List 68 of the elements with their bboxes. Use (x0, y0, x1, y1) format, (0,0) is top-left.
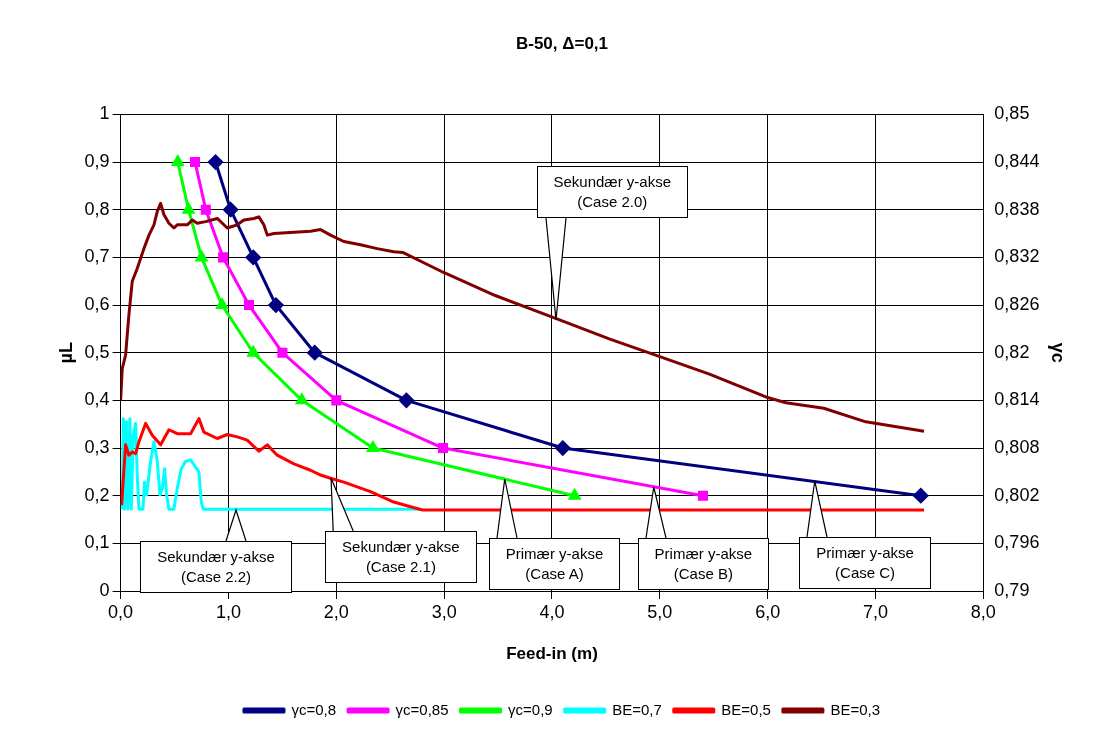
x-tick-label: 6,0 (755, 601, 781, 622)
annotation: Primær y-akse (Case B) (653, 543, 754, 584)
y2-tick-label: 0,832 (994, 246, 1040, 267)
legend-label: γc=0,9 (508, 700, 553, 718)
point (216, 298, 228, 310)
x-tick-label: 1,0 (215, 601, 241, 622)
point (190, 157, 201, 168)
y2-tick-label: 0,808 (994, 436, 1040, 457)
point (223, 202, 239, 218)
point (208, 154, 224, 170)
annotation: Sekundær y-akse (Case 2.2) (156, 546, 276, 587)
legend-label: γc=0,85 (395, 700, 449, 718)
y2-tick-label: 0,85 (994, 103, 1030, 124)
x-tick-label: 3,0 (431, 601, 457, 622)
point (171, 155, 184, 167)
annotation: Sekundær y-akse (Case 2.0) (552, 171, 673, 212)
y-tick-label: 0,2 (84, 484, 110, 505)
x-tick-label: 5,0 (647, 601, 673, 622)
x-tick-label: 0,0 (108, 601, 134, 622)
x-tick-label: 8,0 (970, 601, 996, 622)
y2-tick-label: 0,826 (994, 294, 1040, 315)
annotation: Sekundær y-akse (Case 2.1) (341, 537, 461, 578)
y2-tick-label: 0,79 (994, 579, 1030, 600)
y2-tick-label: 0,82 (994, 341, 1030, 362)
y-tick-label: 0,5 (84, 341, 110, 362)
y-tick-label: 0,3 (84, 436, 110, 457)
y-tick-label: 0,6 (84, 294, 110, 315)
legend-label: γc=0,8 (291, 700, 337, 718)
y2-tick-label: 0,838 (994, 198, 1040, 219)
point (331, 395, 342, 406)
y-tick-label: 0,1 (84, 532, 110, 553)
x-tick-label: 2,0 (323, 601, 349, 622)
point (295, 393, 308, 405)
legend-label: BE=0,7 (612, 700, 662, 718)
y-tick-label: 0 (99, 579, 110, 600)
legend-label: BE=0,3 (830, 700, 881, 718)
y2-tick-label: 0,844 (994, 151, 1040, 172)
x-tick-label: 4,0 (539, 601, 565, 622)
y-tick-label: 0,7 (84, 246, 110, 267)
y2-tick-label: 0,802 (994, 484, 1040, 505)
legend-label: BE=0,5 (721, 700, 771, 718)
point (555, 440, 571, 456)
x-tick-label: 7,0 (863, 601, 889, 622)
point (200, 204, 211, 215)
point (697, 490, 708, 501)
point (195, 250, 208, 262)
x-axis-title: Feed-in (m) (506, 644, 598, 664)
point (307, 345, 323, 361)
y-tick-label: 0,9 (84, 151, 110, 172)
y-tick-label: 0,8 (84, 198, 110, 219)
y2-tick-label: 0,814 (994, 389, 1040, 410)
y-tick-label: 1 (99, 103, 110, 124)
annotation: Primær y-akse (Case A) (504, 544, 605, 584)
point (243, 300, 254, 311)
point (398, 392, 414, 408)
y2-tick-label: 0,796 (994, 532, 1040, 553)
point (913, 488, 929, 504)
annotation: Primær y-akse (Case C) (815, 543, 915, 584)
point (268, 297, 284, 313)
y-tick-label: 0,4 (84, 389, 110, 410)
point (218, 252, 229, 263)
y2-axis-title: γc (1048, 342, 1069, 363)
point (245, 249, 261, 265)
point (367, 441, 379, 453)
y-axis-title: µL (55, 342, 76, 364)
point (438, 442, 449, 454)
chart-title: B-50, Δ=0,1 (515, 33, 609, 53)
point (277, 347, 288, 358)
